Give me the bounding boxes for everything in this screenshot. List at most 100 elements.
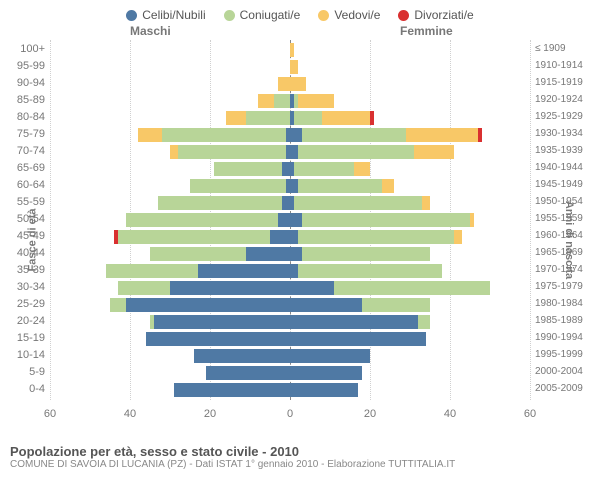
seg-g (110, 298, 126, 312)
seg-v (170, 145, 178, 159)
age-label: 70-74 (5, 145, 45, 157)
bar-male (146, 332, 290, 346)
legend-item: Divorziati/e (398, 8, 473, 22)
bar-male (190, 179, 290, 193)
seg-c (290, 349, 370, 363)
xaxis-tick: 40 (444, 408, 456, 420)
bar-female (290, 179, 394, 193)
bar-female (290, 332, 426, 346)
age-row: 70-741935-1939 (50, 144, 530, 161)
age-row: 40-441965-1969 (50, 246, 530, 263)
bar-male (214, 162, 290, 176)
age-row: 85-891920-1924 (50, 93, 530, 110)
seg-c (290, 281, 334, 295)
chart-subtitle: COMUNE DI SAVOIA DI LUCANIA (PZ) - Dati … (10, 459, 590, 470)
bar-female (290, 145, 454, 159)
footer: Popolazione per età, sesso e stato civil… (0, 440, 600, 470)
chart-area: Fasce di età Anni di nascita 60402002040… (0, 40, 600, 440)
birth-label: 1910-1914 (535, 60, 595, 71)
birth-label: 1965-1969 (535, 247, 595, 258)
birth-label: 1980-1984 (535, 298, 595, 309)
age-label: 50-54 (5, 213, 45, 225)
age-label: 85-89 (5, 94, 45, 106)
legend-swatch (224, 10, 235, 21)
bar-female (290, 60, 298, 74)
legend-label: Celibi/Nubili (142, 8, 205, 22)
seg-g (274, 94, 290, 108)
birth-label: 1925-1929 (535, 111, 595, 122)
seg-c (146, 332, 290, 346)
birth-label: 1960-1964 (535, 230, 595, 241)
birth-label: 2000-2004 (535, 366, 595, 377)
legend-swatch (318, 10, 329, 21)
bar-female (290, 43, 294, 57)
seg-v (226, 111, 246, 125)
age-row: 65-691940-1944 (50, 161, 530, 178)
seg-g (162, 128, 286, 142)
label-female: Femmine (400, 24, 453, 38)
age-label: 60-64 (5, 179, 45, 191)
seg-c (290, 366, 362, 380)
age-label: 25-29 (5, 298, 45, 310)
bar-female (290, 366, 362, 380)
seg-c (290, 128, 302, 142)
seg-g (298, 230, 454, 244)
xaxis-tick: 60 (524, 408, 536, 420)
birth-label: 2005-2009 (535, 383, 595, 394)
seg-v (290, 77, 306, 91)
seg-c (170, 281, 290, 295)
seg-v (382, 179, 394, 193)
seg-c (290, 247, 302, 261)
legend-label: Coniugati/e (240, 8, 301, 22)
seg-c (126, 298, 290, 312)
seg-c (282, 196, 290, 210)
age-row: 45-491960-1964 (50, 229, 530, 246)
age-row: 95-991910-1914 (50, 59, 530, 76)
seg-c (206, 366, 290, 380)
age-label: 95-99 (5, 60, 45, 72)
seg-d (478, 128, 482, 142)
seg-g (178, 145, 286, 159)
age-label: 100+ (5, 43, 45, 55)
seg-v (290, 43, 294, 57)
birth-label: 1950-1954 (535, 196, 595, 207)
seg-c (290, 315, 418, 329)
age-label: 15-19 (5, 332, 45, 344)
xaxis-tick: 0 (287, 408, 293, 420)
seg-g (302, 213, 470, 227)
seg-c (290, 264, 298, 278)
bar-male (114, 230, 290, 244)
birth-label: 1995-1999 (535, 349, 595, 360)
seg-g (190, 179, 286, 193)
age-label: 20-24 (5, 315, 45, 327)
age-row: 35-391970-1974 (50, 263, 530, 280)
bar-male (226, 111, 290, 125)
seg-g (126, 213, 278, 227)
bar-male (110, 298, 290, 312)
age-label: 5-9 (5, 366, 45, 378)
bar-female (290, 281, 490, 295)
age-row: 55-591950-1954 (50, 195, 530, 212)
seg-g (158, 196, 282, 210)
bar-female (290, 247, 430, 261)
age-label: 75-79 (5, 128, 45, 140)
bar-female (290, 298, 430, 312)
seg-v (290, 60, 298, 74)
seg-g (418, 315, 430, 329)
seg-g (334, 281, 490, 295)
age-label: 35-39 (5, 264, 45, 276)
birth-label: 1920-1924 (535, 94, 595, 105)
legend-label: Vedovi/e (334, 8, 380, 22)
age-label: 90-94 (5, 77, 45, 89)
age-label: 80-84 (5, 111, 45, 123)
bar-male (126, 213, 290, 227)
seg-c (290, 179, 298, 193)
xaxis-tick: 60 (44, 408, 56, 420)
bar-male (158, 196, 290, 210)
age-row: 75-791930-1934 (50, 127, 530, 144)
seg-g (362, 298, 430, 312)
seg-c (174, 383, 290, 397)
seg-g (150, 247, 246, 261)
birth-label: 1970-1974 (535, 264, 595, 275)
birth-label: 1975-1979 (535, 281, 595, 292)
